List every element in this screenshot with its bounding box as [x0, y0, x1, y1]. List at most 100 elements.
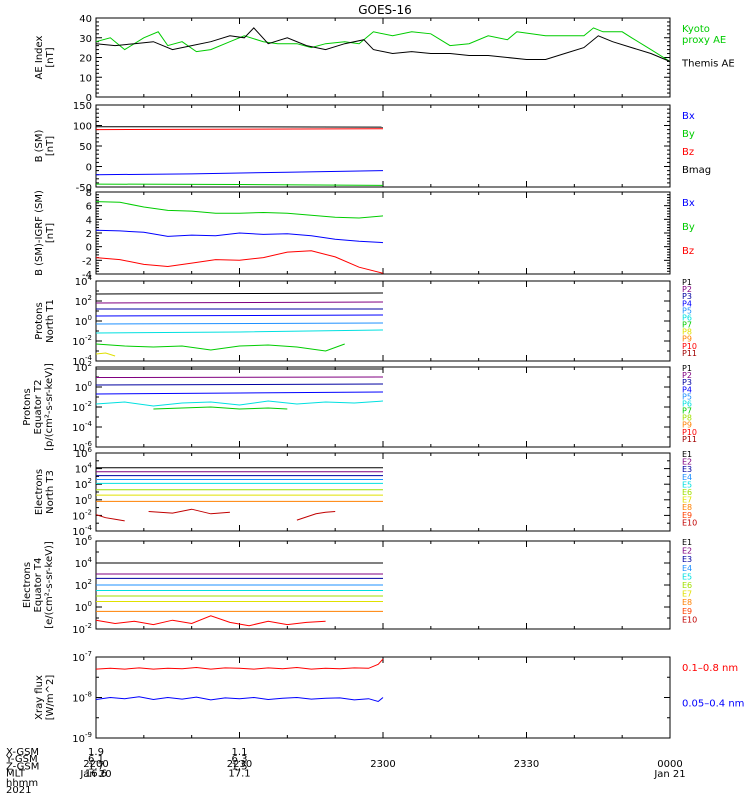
- legend-entry: E1: [682, 538, 692, 547]
- y-tick-label: -2: [82, 256, 92, 267]
- legend-entry: By: [682, 222, 695, 233]
- date-label: Jan 21: [653, 769, 685, 780]
- time-tick-label: 2200: [83, 759, 108, 770]
- y-tick-label: 10-9: [72, 731, 92, 745]
- series-line: [95, 376, 384, 378]
- legend-entry: P2: [682, 285, 692, 294]
- legend-entry: P2: [682, 371, 692, 380]
- series-line: [95, 514, 125, 522]
- legend-entry: P6: [682, 313, 692, 322]
- ephemeris-value: 1.1: [232, 747, 248, 758]
- y-tick-label: 100: [73, 122, 92, 133]
- legend-entry: P11: [682, 435, 697, 444]
- y-tick-label: 40: [79, 14, 92, 25]
- series-line: [95, 400, 384, 407]
- y-tick-label: 150: [73, 101, 92, 112]
- legend-entry: Bmag: [682, 165, 711, 176]
- y-axis-label: Xray flux: [34, 675, 45, 720]
- y-axis-label: [nT]: [45, 223, 56, 243]
- series-line: [95, 128, 384, 131]
- y-tick-label: 10-4: [72, 420, 92, 434]
- y-tick-label: 20: [79, 54, 92, 65]
- legend-entry: E8: [682, 503, 692, 512]
- y-tick-label: 10-8: [72, 691, 92, 705]
- y-tick-label: 102: [75, 477, 92, 491]
- panel-7: 10-2 100 102 104 106 Electrons Equator T4 [e/(c…: [22, 534, 697, 636]
- series-line: [95, 301, 384, 304]
- y-tick-label: 100: [75, 600, 92, 614]
- legend-entry: P7: [682, 407, 692, 416]
- y-tick-label: 4: [86, 215, 92, 226]
- series-line: [95, 383, 384, 386]
- y-tick-label: -4: [82, 270, 92, 281]
- y-axis-label: Protons: [34, 302, 45, 339]
- y-tick-label: 104: [75, 274, 93, 288]
- legend-entry: 0.1–0.8 nm: [682, 663, 738, 674]
- series-line: [95, 292, 384, 295]
- legend-entry: E8: [682, 598, 692, 607]
- legend-entry: Bx: [682, 111, 695, 122]
- ephemeris-row-label: hhmm: [6, 778, 38, 789]
- panel-frame: [95, 17, 671, 98]
- y-tick-label: 10: [79, 73, 92, 84]
- series-line: [95, 615, 326, 627]
- y-tick-label: 100: [75, 314, 92, 328]
- y-tick-label: 102: [75, 360, 92, 374]
- time-tick-label: 2300: [370, 759, 395, 770]
- y-tick-label: -50: [76, 183, 92, 194]
- legend-entry: Bz: [682, 147, 694, 158]
- panel-frame: [95, 452, 671, 532]
- ephemeris-value: 17.1: [228, 769, 250, 780]
- series-line: [95, 658, 384, 670]
- ephemeris-value: 1.5: [232, 761, 248, 772]
- legend-entry: E1: [682, 450, 692, 459]
- time-tick-label: 0000: [657, 759, 682, 770]
- plot-title: GOES-16: [358, 3, 412, 17]
- legend-entry: By: [682, 129, 695, 140]
- y-tick-label: 104: [75, 462, 93, 476]
- series-line: [95, 391, 384, 395]
- series-line: [95, 170, 384, 176]
- y-axis-label: North T1: [45, 299, 56, 343]
- y-tick-label: 2: [86, 229, 92, 240]
- ephemeris-row-label: MLT: [6, 769, 26, 780]
- legend-entry: P10: [682, 342, 697, 351]
- legend-entry: 0.05–0.4 nm: [682, 699, 744, 710]
- legend-entry: E9: [682, 607, 692, 616]
- legend-entry: P1: [682, 278, 692, 287]
- series-line: [95, 229, 384, 244]
- ephemeris-value: 6.1: [88, 754, 104, 765]
- y-axis-label: North T3: [45, 470, 56, 514]
- legend-entry: E6: [682, 581, 692, 590]
- legend-entry: E3: [682, 555, 692, 564]
- legend-entry: P4: [682, 385, 692, 394]
- series-line: [95, 201, 384, 219]
- y-axis-label: [nT]: [45, 47, 56, 67]
- panel-frame: [95, 104, 671, 188]
- legend-entry: E4: [682, 473, 692, 482]
- legend-entry: P3: [682, 292, 692, 301]
- y-axis-label: AE Index: [34, 35, 45, 79]
- y-axis-label: [e/(cm²-s-sr-keV)]: [44, 541, 55, 629]
- series-line: [95, 329, 384, 334]
- series-line: [95, 322, 384, 325]
- legend-entry: E3: [682, 465, 692, 474]
- legend-entry: P5: [682, 306, 692, 315]
- y-tick-label: 0: [86, 163, 92, 174]
- legend-entry: E10: [682, 518, 697, 527]
- y-axis-label: B (SM): [34, 129, 45, 162]
- ephemeris-row-label: Z-GSM: [6, 761, 39, 772]
- legend-entry: P9: [682, 335, 692, 344]
- y-tick-label: 10-2: [72, 400, 92, 414]
- legend-entry: P11: [682, 349, 697, 358]
- y-tick-label: 10-2: [72, 508, 92, 522]
- series-line: [95, 343, 345, 352]
- time-tick-label: 2330: [514, 759, 539, 770]
- legend-entry: P8: [682, 414, 692, 423]
- legend-entry: Themis AE: [681, 59, 735, 70]
- legend-entry: E9: [682, 511, 692, 520]
